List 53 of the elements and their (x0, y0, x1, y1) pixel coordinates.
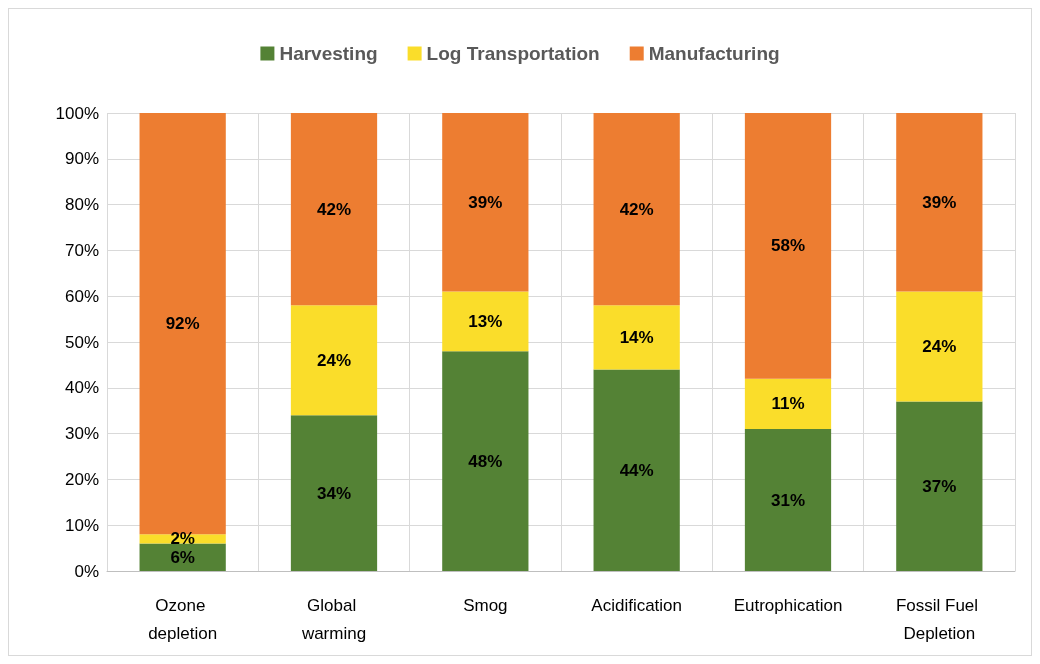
bar (744, 378, 832, 430)
bar (593, 369, 680, 571)
data-label: 6% (170, 547, 195, 567)
x-tick-label: Global warming (300, 595, 367, 643)
bar (593, 305, 680, 370)
bar (442, 113, 529, 292)
x-tick-label: Ozone depletion (148, 595, 218, 643)
bar (744, 429, 832, 571)
bar (290, 113, 378, 306)
legend-label: Manufacturing (648, 43, 780, 64)
data-label: 31% (770, 490, 806, 510)
data-label: 2% (170, 529, 195, 549)
bar (896, 401, 983, 571)
data-label: 37% (922, 476, 957, 496)
y-tick-label: 20% (64, 469, 99, 489)
data-label: 39% (922, 192, 957, 212)
data-label: 92% (165, 314, 200, 334)
data-label: 11% (771, 394, 805, 414)
data-label: 39% (468, 192, 503, 212)
bar (744, 113, 832, 379)
data-label: 14% (619, 327, 654, 347)
y-tick-label: 10% (64, 515, 99, 535)
y-tick-label: 80% (64, 195, 99, 215)
y-tick-label: 30% (64, 424, 99, 444)
legend-label: Harvesting (279, 43, 378, 64)
bar (896, 291, 983, 402)
bar (290, 305, 378, 416)
x-tick-label: Smog (463, 595, 508, 615)
bar (593, 113, 680, 306)
bar (442, 351, 529, 571)
y-tick-label: 0% (74, 561, 99, 581)
data-label: 58% (770, 236, 806, 256)
bar (442, 291, 529, 352)
x-tick-label: Eutrophication (733, 595, 843, 615)
x-tick-label: Acidification (591, 595, 683, 615)
x-tick-label: Fossil Fuel Depletion (895, 595, 983, 643)
bar (896, 113, 983, 292)
data-label: 34% (316, 483, 352, 503)
data-label: 44% (619, 460, 654, 480)
y-tick-label: 50% (64, 332, 99, 352)
data-label: 42% (316, 199, 352, 219)
y-tick-label: 100% (55, 103, 99, 123)
data-label: 24% (316, 350, 352, 370)
y-tick-label: 40% (64, 378, 99, 398)
data-label: 42% (619, 199, 654, 219)
data-label: 48% (468, 451, 503, 471)
legend-label: Log Transportation (426, 43, 600, 64)
data-label: 24% (922, 337, 957, 357)
data-label: 13% (468, 311, 503, 331)
y-tick-label: 70% (64, 240, 99, 260)
y-tick-label: 90% (64, 149, 99, 169)
y-tick-label: 60% (64, 286, 99, 306)
bar (290, 415, 378, 571)
